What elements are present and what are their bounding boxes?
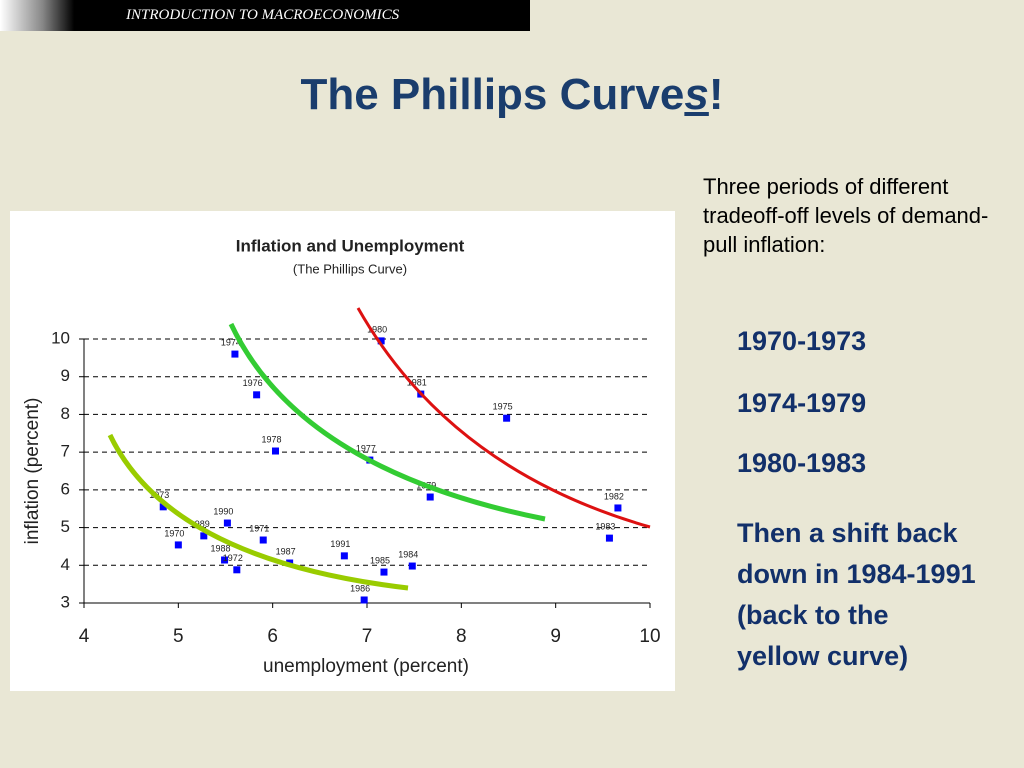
x-tick-label: 8	[456, 626, 467, 647]
y-tick-label: 4	[61, 555, 70, 574]
point-label: 1973	[149, 490, 169, 500]
point-label: 1981	[407, 377, 427, 387]
chart-title: Inflation and Unemployment	[236, 236, 465, 255]
x-tick-label: 6	[267, 626, 278, 647]
point-label: 1978	[261, 434, 281, 444]
point	[380, 568, 388, 576]
period: 1974-1979	[737, 388, 867, 418]
point	[174, 541, 182, 549]
point	[259, 536, 267, 544]
point-label: 1972	[223, 553, 243, 563]
point-label: 1976	[243, 378, 263, 388]
point	[426, 493, 434, 501]
curve-1974-1979	[228, 322, 546, 522]
x-tick-label: 10	[639, 626, 660, 647]
point	[221, 556, 229, 564]
x-axis-label: unemployment (percent)	[263, 656, 469, 677]
title-end: !	[708, 70, 724, 119]
point-label: 1980	[367, 324, 387, 334]
slide-title: The Phillips Curves!	[0, 70, 1024, 120]
point	[271, 447, 279, 455]
point-label: 1970	[164, 528, 184, 538]
point-label: 1984	[398, 549, 418, 559]
chart-subtitle: (The Phillips Curve)	[293, 261, 407, 276]
point	[340, 552, 348, 560]
title-emphasis: s	[684, 70, 709, 119]
y-tick-label: 7	[61, 442, 70, 461]
curve-1970s-1980s	[107, 433, 409, 591]
point	[408, 562, 416, 570]
point-label: 1990	[213, 506, 233, 516]
point-label: 1985	[370, 555, 390, 565]
y-tick-label: 10	[51, 328, 70, 347]
y-tick-label: 5	[61, 517, 70, 536]
point	[605, 534, 613, 542]
y-axis-label: inflation (percent)	[22, 398, 43, 545]
closing-text: Then a shift back down in 1984-1991 (bac…	[737, 518, 976, 671]
point	[200, 532, 208, 540]
x-tick-label: 4	[79, 626, 90, 647]
point-label: 1991	[330, 539, 350, 549]
y-tick-label: 6	[61, 479, 70, 498]
point	[159, 503, 167, 511]
header: INTRODUCTION TO MACROECONOMICS	[126, 7, 400, 23]
point-label: 1974	[221, 337, 241, 347]
y-tick-label: 9	[61, 366, 70, 385]
title-text: The Phillips Curve	[300, 70, 685, 119]
x-tick-label: 5	[173, 626, 184, 647]
x-tick-label: 9	[550, 626, 561, 647]
point	[231, 350, 239, 358]
point	[377, 337, 385, 345]
point-label: 1989	[190, 519, 210, 529]
header-bar: INTRODUCTION TO MACROECONOMICS	[0, 0, 530, 31]
period: 1980-1983	[737, 448, 867, 478]
point-label: 1986	[350, 583, 370, 593]
y-tick-label: 8	[61, 404, 70, 423]
point-label: 1987	[276, 546, 296, 556]
point	[360, 596, 368, 604]
point-label: 1982	[604, 491, 624, 501]
point	[253, 391, 261, 399]
point-label: 1988	[211, 543, 231, 553]
point	[233, 566, 241, 574]
point-label: 1975	[493, 402, 513, 412]
point	[223, 519, 231, 527]
x-tick-label: 7	[362, 626, 373, 647]
curve-1980-1983	[356, 307, 651, 529]
point-label: 1983	[595, 522, 615, 532]
period: 1970-1973	[737, 326, 867, 356]
intro-text: Three periods of different tradeoff-off …	[703, 174, 989, 257]
point-label: 1977	[356, 443, 376, 453]
y-tick-label: 3	[61, 592, 70, 611]
point-label: 1971	[249, 523, 269, 533]
chart-background	[10, 211, 675, 691]
point	[614, 504, 622, 512]
point	[503, 414, 511, 422]
